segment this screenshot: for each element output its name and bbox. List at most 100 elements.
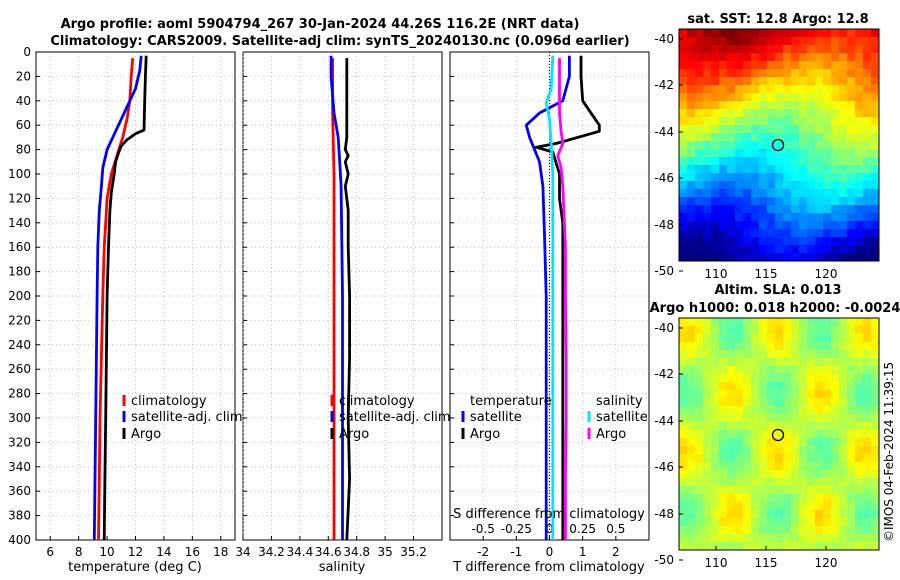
sst-pixel — [751, 141, 759, 149]
sst-pixel — [823, 253, 831, 261]
sla-pixel — [783, 462, 791, 470]
sst-pixel — [695, 85, 703, 93]
sla-pixel — [767, 462, 775, 470]
sla-pixel — [767, 318, 775, 326]
sst-pixel — [775, 61, 783, 69]
sla-pixel — [807, 478, 815, 486]
sla-pixel — [847, 406, 855, 414]
sst-pixel — [815, 197, 823, 205]
sla-pixel — [687, 462, 695, 470]
sst-pixel — [831, 77, 839, 85]
sst-pixel — [679, 85, 687, 93]
difference-top-axis-label: S difference from climatology — [453, 507, 645, 522]
sla-pixel — [775, 366, 783, 374]
sla-pixel — [871, 422, 879, 430]
sst-pixel — [743, 181, 751, 189]
sla-pixel — [735, 390, 743, 398]
sla-pixel — [823, 494, 831, 502]
sla-pixel — [815, 454, 823, 462]
sla-pixel — [799, 398, 807, 406]
sla-pixel — [735, 398, 743, 406]
sst-pixel — [679, 101, 687, 109]
sla-pixel — [839, 454, 847, 462]
sst-pixel — [775, 53, 783, 61]
sla-pixel — [839, 406, 847, 414]
sla-pixel — [727, 454, 735, 462]
sla-pixel — [687, 334, 695, 342]
sla-pixel — [815, 510, 823, 518]
sst-pixel — [831, 101, 839, 109]
sla-pixel — [783, 446, 791, 454]
sst-pixel — [807, 93, 815, 101]
map-x-tick-label: 115 — [755, 556, 778, 570]
sst-pixel — [687, 61, 695, 69]
top-x-tick-label: 0.5 — [606, 522, 625, 536]
sst-pixel — [871, 117, 879, 125]
sst-pixel — [751, 237, 759, 245]
sla-pixel — [743, 470, 751, 478]
sst-pixel — [823, 229, 831, 237]
sst-pixel — [679, 261, 687, 269]
sst-pixel — [719, 61, 727, 69]
sst-pixel — [791, 29, 799, 37]
sla-pixel — [847, 430, 855, 438]
sla-pixel — [767, 446, 775, 454]
sst-pixel — [695, 245, 703, 253]
sla-pixel — [775, 534, 783, 542]
sst-pixel — [767, 77, 775, 85]
sst-pixel — [879, 173, 887, 181]
sst-pixel — [831, 221, 839, 229]
sst-pixel — [719, 221, 727, 229]
sla-pixel — [775, 486, 783, 494]
sla-pixel — [759, 446, 767, 454]
sla-map-y-ticks: -40-42-44-46-48-50 — [654, 321, 683, 567]
sst-pixel — [783, 157, 791, 165]
sla-pixel — [807, 414, 815, 422]
sla-pixel — [751, 470, 759, 478]
sla-pixel — [743, 526, 751, 534]
sst-pixel — [687, 117, 695, 125]
sla-pixel — [799, 542, 807, 550]
sst-pixel — [855, 181, 863, 189]
sla-pixel — [791, 510, 799, 518]
sst-pixel — [783, 61, 791, 69]
sla-pixel — [855, 422, 863, 430]
sst-pixel — [831, 237, 839, 245]
sst-pixel — [823, 205, 831, 213]
sst-pixel — [799, 221, 807, 229]
sst-map-x-ticks: 110 115 120 — [705, 257, 837, 281]
sla-pixel — [815, 406, 823, 414]
sst-pixel — [695, 45, 703, 53]
sst-pixel — [759, 37, 767, 45]
sst-pixel — [791, 261, 799, 269]
sst-pixel — [735, 197, 743, 205]
sst-pixel — [815, 133, 823, 141]
sla-pixel — [767, 502, 775, 510]
sst-pixel — [711, 157, 719, 165]
sla-pixel — [783, 342, 791, 350]
legend-s-satellite-label: satellite — [596, 410, 648, 425]
sla-pixel — [735, 366, 743, 374]
sla-pixel — [807, 502, 815, 510]
sla-pixel — [703, 406, 711, 414]
sla-pixel — [767, 478, 775, 486]
y-tick-label: 200 — [8, 289, 31, 303]
sst-pixel — [863, 69, 871, 77]
sst-pixel — [727, 141, 735, 149]
sla-pixel — [871, 374, 879, 382]
sst-pixel — [735, 61, 743, 69]
sla-pixel — [711, 534, 719, 542]
y-tick-label: 220 — [8, 313, 31, 327]
sst-pixel — [831, 29, 839, 37]
sla-pixel — [799, 422, 807, 430]
sla-pixel — [847, 470, 855, 478]
salinity-xlabel: salinity — [319, 560, 366, 575]
sst-pixel — [711, 181, 719, 189]
sst-pixel — [703, 69, 711, 77]
sla-pixel — [855, 438, 863, 446]
sla-pixel — [831, 502, 839, 510]
sst-pixel — [687, 205, 695, 213]
sla-pixel — [799, 342, 807, 350]
sst-pixel — [751, 229, 759, 237]
sst-pixel — [863, 45, 871, 53]
